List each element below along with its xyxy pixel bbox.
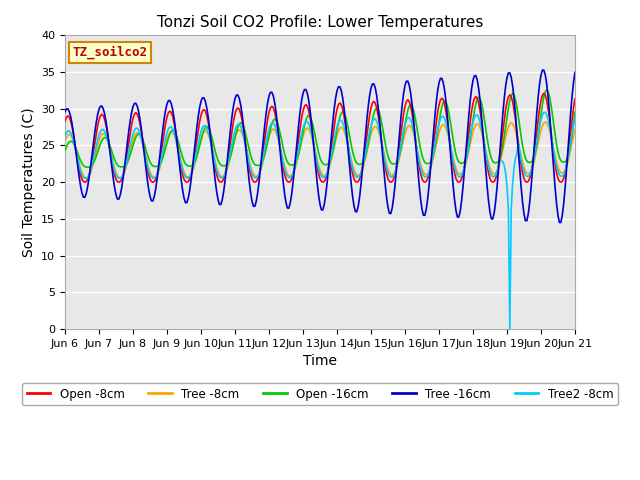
Title: Tonzi Soil CO2 Profile: Lower Temperatures: Tonzi Soil CO2 Profile: Lower Temperatur… [157,15,483,30]
X-axis label: Time: Time [303,354,337,368]
Legend: Open -8cm, Tree -8cm, Open -16cm, Tree -16cm, Tree2 -8cm: Open -8cm, Tree -8cm, Open -16cm, Tree -… [22,383,618,405]
Text: TZ_soilco2: TZ_soilco2 [73,46,148,59]
Y-axis label: Soil Temperatures (C): Soil Temperatures (C) [22,108,36,257]
